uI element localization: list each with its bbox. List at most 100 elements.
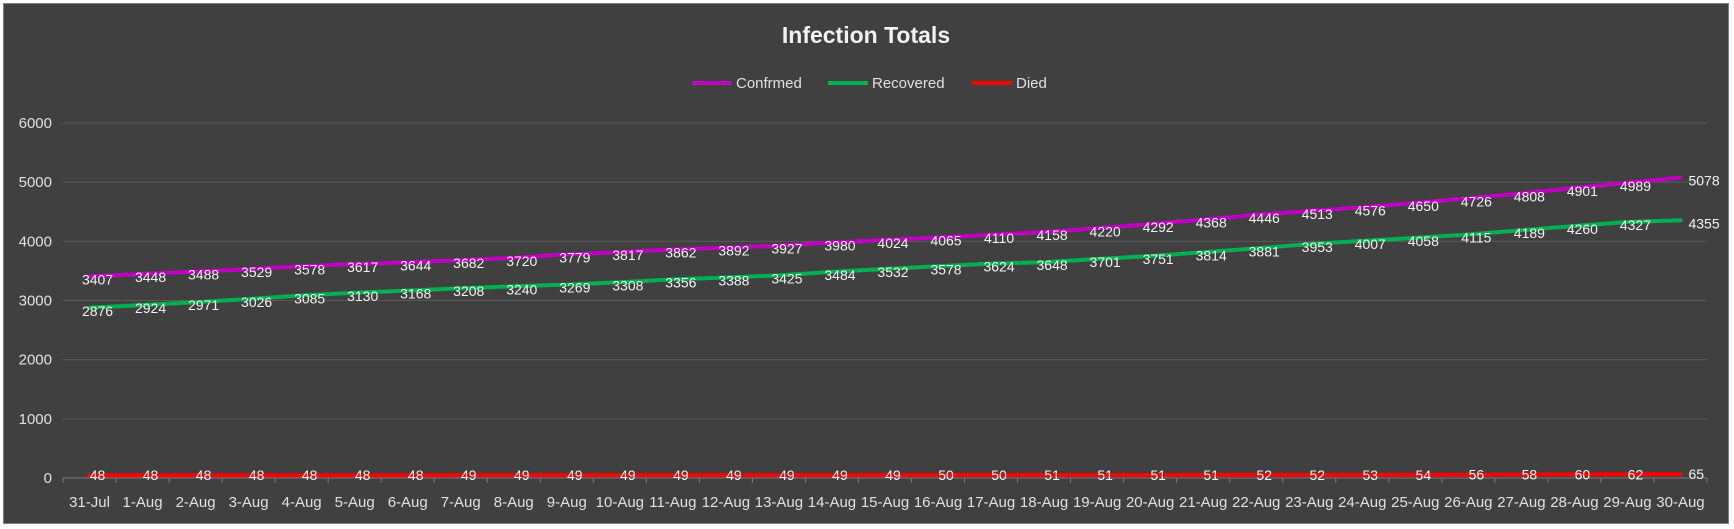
data-label: 4901	[1567, 183, 1598, 199]
x-tick-label: 11-Aug	[649, 494, 696, 511]
data-label: 4650	[1408, 198, 1439, 214]
data-label: 4368	[1196, 215, 1227, 231]
x-tick-label: 26-Aug	[1444, 494, 1492, 511]
data-label: 2971	[188, 297, 219, 313]
data-label: 3751	[1143, 251, 1174, 267]
data-label: 3862	[665, 244, 696, 260]
x-tick-label: 31-Jul	[69, 494, 110, 511]
x-tick-label: 1-Aug	[123, 494, 163, 511]
data-label: 4355	[1688, 215, 1719, 231]
data-label: 4007	[1355, 236, 1386, 252]
data-label: 49	[567, 467, 583, 483]
data-label: 48	[408, 467, 424, 483]
data-label: 3980	[824, 238, 855, 254]
data-label: 60	[1575, 466, 1591, 482]
x-tick-label: 19-Aug	[1073, 494, 1121, 511]
data-label: 4260	[1567, 221, 1598, 237]
y-tick-label: 6000	[19, 115, 52, 132]
x-tick-label: 25-Aug	[1391, 494, 1439, 511]
x-tick-label: 17-Aug	[967, 494, 1015, 511]
data-label: 4989	[1620, 178, 1651, 194]
data-label: 3701	[1090, 254, 1121, 270]
x-tick-label: 5-Aug	[335, 494, 375, 511]
series-line-died	[87, 472, 1683, 478]
x-tick-label: 23-Aug	[1285, 494, 1333, 511]
data-label: 3130	[347, 288, 378, 304]
data-label: 51	[1097, 467, 1113, 483]
data-label: 3720	[506, 253, 537, 269]
y-axis: 0 1000 2000 3000 4000 5000 6000	[19, 115, 52, 487]
x-tick-label: 30-Aug	[1656, 494, 1704, 511]
data-label: 3240	[506, 281, 537, 297]
data-label: 4220	[1090, 223, 1121, 239]
data-label: 4513	[1302, 206, 1333, 222]
y-tick-label: 5000	[19, 174, 52, 191]
chart-title: Infection Totals	[782, 22, 950, 48]
data-label: 4576	[1355, 202, 1386, 218]
x-axis: 31-Jul 1-Aug 2-Aug 3-Aug 4-Aug 5-Aug 6-Aug 7-Au…	[62, 477, 1708, 511]
data-label: 4327	[1620, 217, 1651, 233]
data-label: 3892	[718, 243, 749, 259]
data-label: 48	[302, 467, 318, 483]
data-label: 3617	[347, 259, 378, 275]
x-tick-label: 12-Aug	[702, 494, 750, 511]
data-label: 53	[1363, 467, 1379, 483]
data-label: 51	[1203, 467, 1219, 483]
x-tick-label: 28-Aug	[1550, 494, 1598, 511]
data-label: 3817	[612, 247, 643, 263]
x-tick-label: 13-Aug	[755, 494, 803, 511]
data-label: 58	[1522, 467, 1538, 483]
data-label: 2924	[135, 300, 166, 316]
x-tick-label: 15-Aug	[861, 494, 909, 511]
x-tick-label: 16-Aug	[914, 494, 962, 511]
data-label: 48	[355, 467, 371, 483]
data-label: 48	[196, 467, 212, 483]
data-label: 4446	[1249, 210, 1280, 226]
series-line-recovered	[87, 218, 1683, 310]
data-label: 3953	[1302, 239, 1333, 255]
data-label: 2876	[82, 303, 113, 319]
data-label: 49	[620, 467, 636, 483]
x-tick-label: 20-Aug	[1126, 494, 1174, 511]
data-label: 52	[1309, 467, 1325, 483]
y-tick-label: 2000	[19, 352, 52, 369]
x-tick-label: 24-Aug	[1338, 494, 1386, 511]
data-label: 3578	[294, 261, 325, 277]
y-tick-label: 0	[44, 470, 52, 487]
series-line-confrmed	[87, 175, 1683, 279]
data-label: 3578	[930, 261, 961, 277]
data-label: 3488	[188, 267, 219, 283]
data-label: 4058	[1408, 233, 1439, 249]
data-label: 65	[1688, 466, 1704, 482]
data-label: 3624	[983, 259, 1014, 275]
data-label: 51	[1044, 467, 1060, 483]
x-tick-label: 9-Aug	[547, 494, 587, 511]
data-label: 50	[938, 467, 954, 483]
x-tick-label: 2-Aug	[176, 494, 216, 511]
data-label: 49	[461, 467, 477, 483]
x-tick-label: 29-Aug	[1603, 494, 1651, 511]
data-label: 3308	[612, 277, 643, 293]
data-label: 48	[90, 467, 106, 483]
data-label: 3085	[294, 290, 325, 306]
legend-label: Recovered	[872, 75, 945, 92]
legend-label: Confrmed	[736, 75, 802, 92]
data-label: 62	[1628, 466, 1644, 482]
data-label: 3208	[453, 283, 484, 299]
y-tick-label: 4000	[19, 233, 52, 250]
x-tick-label: 8-Aug	[494, 494, 534, 511]
data-label: 48	[143, 467, 159, 483]
data-label: 52	[1256, 467, 1272, 483]
data-labels: 3407 3448 3488 3529 3578 3617 3644 3682 3720 3779…	[82, 173, 1720, 484]
data-label: 4808	[1514, 189, 1545, 205]
data-label: 3779	[559, 249, 590, 265]
data-label: 4189	[1514, 225, 1545, 241]
x-tick-label: 4-Aug	[282, 494, 322, 511]
data-label: 48	[249, 467, 265, 483]
x-tick-label: 18-Aug	[1020, 494, 1068, 511]
data-label: 49	[514, 467, 530, 483]
data-label: 56	[1469, 467, 1485, 483]
x-tick-label: 10-Aug	[596, 494, 644, 511]
gridlines	[63, 122, 1707, 420]
data-label: 3388	[718, 273, 749, 289]
